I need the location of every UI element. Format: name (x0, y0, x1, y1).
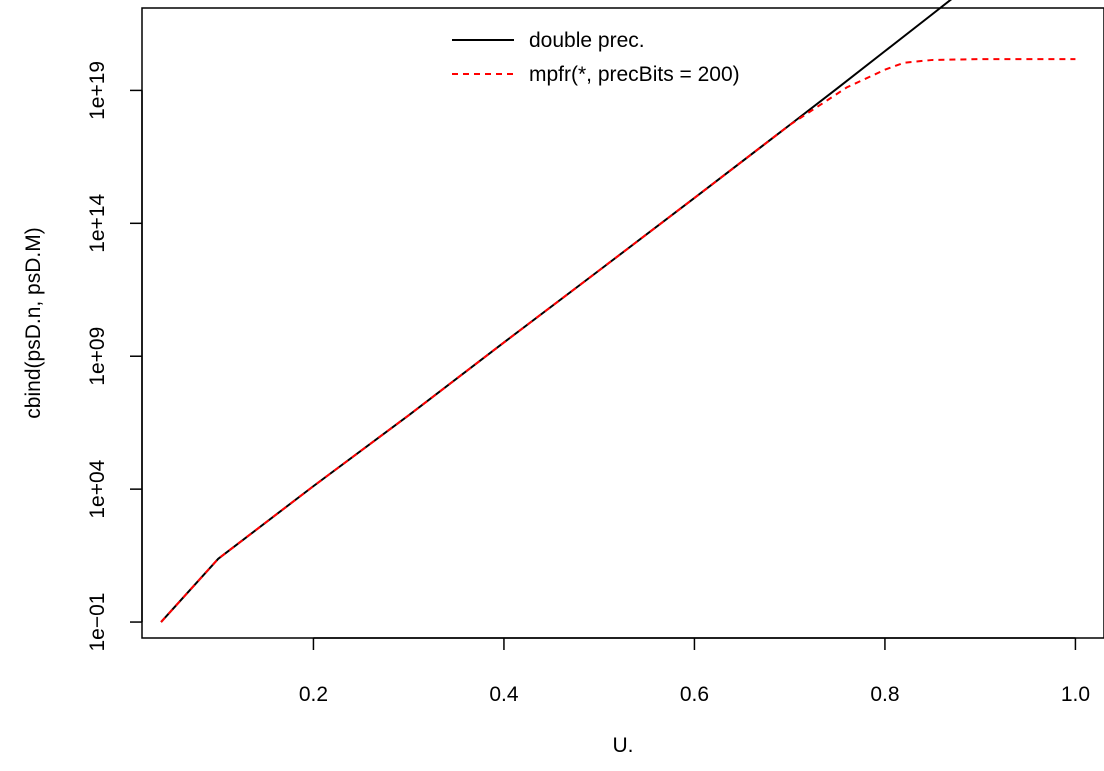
y-axis: 1e−01 1e+04 1e+09 1e+14 1e+19 (86, 61, 143, 652)
y-tick-label: 1e+04 (86, 459, 109, 518)
x-axis: 0.2 0.4 0.6 0.8 1.0 (299, 637, 1090, 706)
y-tick-label: 1e−01 (86, 593, 109, 652)
x-tick-label: 0.6 (680, 683, 709, 706)
x-tick-label: 0.8 (870, 683, 899, 706)
y-tick-label: 1e+09 (86, 327, 109, 386)
x-tick-label: 1.0 (1061, 683, 1090, 706)
plot-frame (141, 7, 1104, 639)
series-layer (160, 0, 1076, 623)
series-line-1 (160, 0, 953, 623)
y-tick-label: 1e+14 (86, 194, 109, 253)
x-axis-title: U. (613, 734, 634, 757)
series-line-2 (160, 58, 1076, 623)
y-tick-label: 1e+19 (86, 61, 109, 120)
legend-label-1: double prec. (529, 29, 645, 52)
x-tick-label: 0.4 (489, 683, 519, 706)
legend-label-2: mpfr(*, precBits = 200) (529, 63, 740, 86)
x-tick-label: 0.2 (299, 683, 328, 706)
legend: double prec. mpfr(*, precBits = 200) (452, 29, 740, 86)
y-axis-title: cbind(psD.n, psD.M) (22, 227, 45, 418)
